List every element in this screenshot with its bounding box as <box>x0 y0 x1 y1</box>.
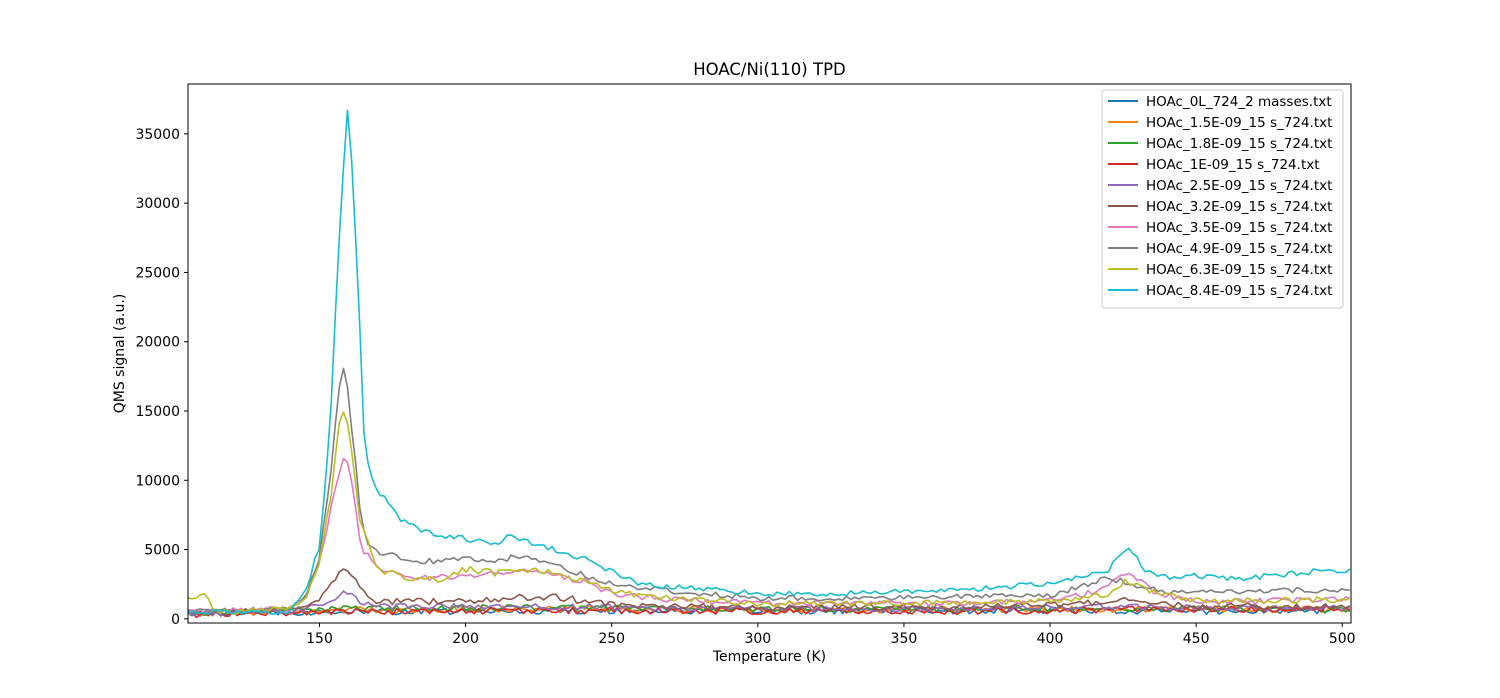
y-tick-label: 15000 <box>135 404 180 420</box>
legend-label: HOAc_6.3E-09_15 s_724.txt <box>1146 262 1332 278</box>
legend-label: HOAc_3.2E-09_15 s_724.txt <box>1146 199 1332 215</box>
legend-label: HOAc_3.5E-09_15 s_724.txt <box>1146 220 1332 236</box>
series-line <box>188 109 1351 615</box>
legend-box <box>1101 89 1344 309</box>
x-tick-label: 400 <box>1037 631 1064 647</box>
series-line <box>188 568 1351 617</box>
chart-title: HOAC/Ni(110) TPD <box>693 60 845 79</box>
legend-label: HOAc_1.5E-09_15 s_724.txt <box>1146 115 1332 131</box>
x-tick-label: 300 <box>744 631 771 647</box>
x-tick-label: 350 <box>891 631 918 647</box>
legend-label: HOAc_1.8E-09_15 s_724.txt <box>1146 136 1332 152</box>
y-tick-label: 10000 <box>135 473 180 489</box>
y-tick-label: 25000 <box>135 265 180 281</box>
x-tick-label: 500 <box>1329 631 1356 647</box>
x-axis: 150 200 250 300 350 400 450 500 <box>306 623 1356 647</box>
series-line <box>188 367 1350 615</box>
y-tick-label: 5000 <box>144 543 180 559</box>
x-tick-label: 250 <box>598 631 625 647</box>
legend-label: HOAc_2.5E-09_15 s_724.txt <box>1146 178 1332 194</box>
y-axis: 0 5000 10000 15000 20000 25000 30000 35000 <box>135 127 188 628</box>
y-tick-label: 35000 <box>135 127 180 143</box>
y-tick-label: 0 <box>171 612 180 628</box>
x-tick-label: 450 <box>1183 631 1210 647</box>
legend: HOAc_0L_724_2 masses.txt HOAc_1.5E-09_15 … <box>1101 89 1344 309</box>
plot-area <box>187 83 1352 624</box>
y-tick-label: 20000 <box>135 335 180 351</box>
legend-label: HOAc_4.9E-09_15 s_724.txt <box>1146 241 1332 257</box>
legend-label: HOAc_0L_724_2 masses.txt <box>1146 94 1332 110</box>
x-axis-label: Temperature (K) <box>712 649 826 665</box>
x-tick-label: 150 <box>306 631 333 647</box>
y-axis-label: QMS signal (a.u.) <box>112 294 128 414</box>
legend-label: HOAc_8.4E-09_15 s_724.txt <box>1146 283 1332 299</box>
y-tick-label: 30000 <box>135 196 180 212</box>
legend-label: HOAc_1E-09_15 s_724.txt <box>1146 157 1320 173</box>
x-tick-label: 200 <box>452 631 479 647</box>
series-line <box>188 411 1351 615</box>
